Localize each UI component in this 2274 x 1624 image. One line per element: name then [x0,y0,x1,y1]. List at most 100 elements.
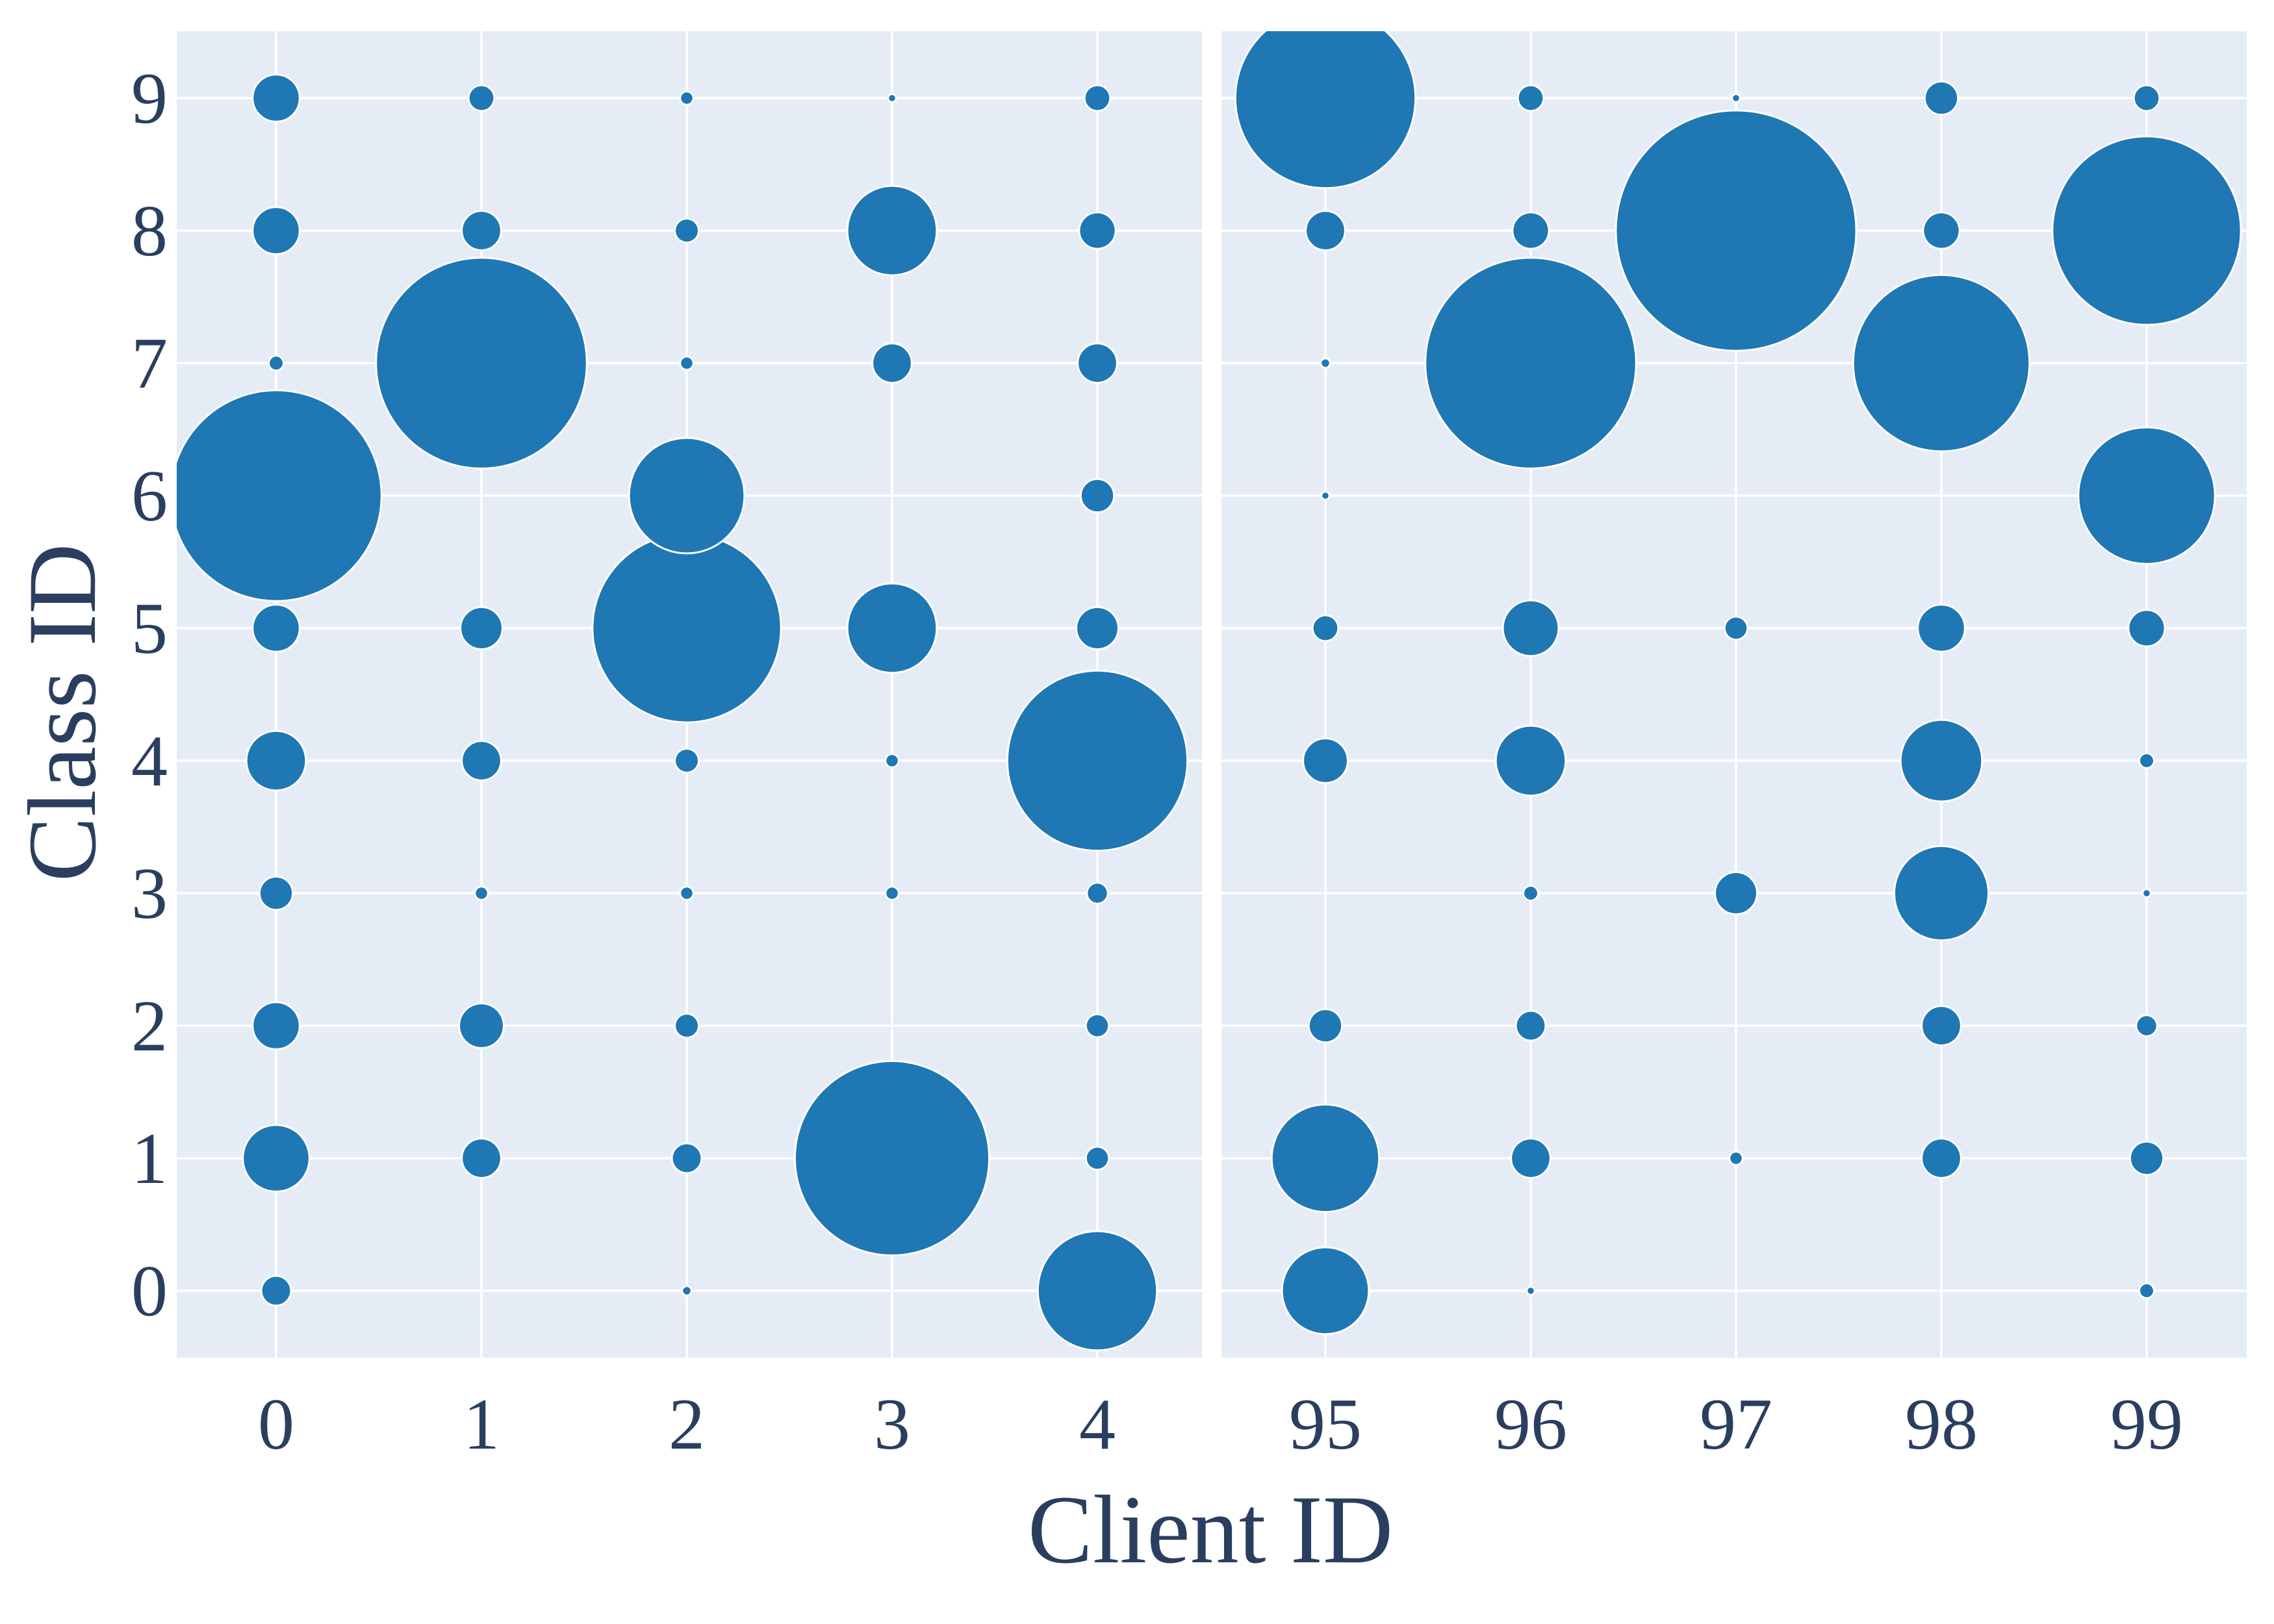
panel-1 [177,31,1202,1358]
bubble-point [467,84,496,112]
bubble-point [1893,844,1990,942]
bubble-point [2138,1282,2155,1299]
y-tick-label: 2 [131,986,168,1067]
bubble-point [1510,1137,1552,1179]
bubble-point [251,1001,301,1050]
x-tick-labels: 0 1 2 3 4 95 96 97 98 99 [258,1384,2183,1465]
y-tick-label: 0 [131,1251,168,1332]
bubble-point [793,1059,991,1257]
x-tick-label: 96 [1494,1384,1567,1465]
bubble-point [2077,426,2216,565]
bubble-point [1522,885,1539,902]
bubble-point [1302,737,1349,784]
bubble-point [679,355,695,371]
bubble-point [1075,606,1119,650]
bubble-point [1006,669,1189,852]
x-tick-label: 4 [1079,1384,1116,1465]
x-tick-label: 0 [258,1384,294,1465]
bubble-point [1083,84,1112,112]
bubble-point [1320,490,1331,501]
y-tick-label: 7 [131,324,168,404]
bubble-point [1079,477,1116,514]
bubble-point [1501,599,1560,657]
bubble-point [679,90,695,106]
x-tick-label: 98 [1905,1384,1978,1465]
y-tick-label: 4 [131,721,168,802]
bubble-point [2132,84,2161,112]
bubbles [177,73,1189,1352]
bubble-point [1923,80,1960,116]
bubble-point [679,885,695,901]
bubble-point [461,1137,502,1179]
bubble-point [884,753,900,768]
bubble-point [1922,211,1961,250]
bubble-point [871,342,913,384]
bubble-point [1514,1009,1547,1042]
bubble-point [1077,342,1118,384]
bubble-point [1516,84,1545,112]
bubble-point [1320,357,1331,369]
y-tick-label: 6 [131,456,168,537]
y-tick-label: 3 [131,854,168,934]
bubble-point [2141,888,2152,898]
bubble-point [1307,1008,1344,1044]
bubble-point [2051,135,2242,326]
bubble-point [260,1275,292,1307]
y-tick-label: 8 [131,191,168,272]
bubble-point [242,1124,311,1193]
bubble-point [1084,1013,1110,1039]
bubble-point [461,740,502,781]
x-tick-label: 97 [1700,1384,1772,1465]
bubble-point [251,73,301,123]
bubble-point [1305,210,1346,251]
panels-layer [177,31,2247,1358]
bubble-point [1526,1286,1536,1296]
panel-2 [1221,31,2247,1358]
bubble-point [1921,1137,1962,1179]
bubble-point [671,1142,703,1174]
bubble-point [674,748,700,774]
x-axis-title: Client ID [1028,1476,1393,1584]
bubble-point [2128,1140,2165,1176]
bubble-point [1036,1230,1158,1352]
bubble-point [628,437,746,555]
bubble-point [674,1013,700,1039]
y-tick-label: 5 [131,589,168,669]
bubble-point [458,1002,505,1049]
bubble-point [1899,718,1984,803]
bubble-point [474,885,489,901]
bubble-point [1084,1145,1110,1171]
bubble-point [245,730,307,792]
bubble-point [1281,1246,1370,1336]
bubble-point [887,93,897,103]
bubble-point [1615,109,1858,352]
bubble-point [2127,609,2166,648]
bubble-point [258,875,294,911]
bubble-point [1086,882,1109,905]
bubbles [1234,31,2242,1336]
x-tick-label: 99 [2110,1384,2183,1465]
bubble-point [177,389,383,602]
bubble-point [846,582,938,674]
bubble-point [846,184,938,277]
bubble-point [1921,1005,1962,1047]
x-tick-label: 2 [669,1384,705,1465]
x-tick-label: 3 [874,1384,910,1465]
y-tick-label: 1 [131,1119,168,1199]
bubble-point [1311,614,1340,642]
bubble-point [1424,257,1637,470]
bubble-point [674,218,700,244]
y-tick-labels: 0 1 2 3 4 5 6 7 8 9 [131,58,168,1332]
bubble-point [2135,1014,2158,1037]
bubble-point [459,606,504,650]
bubble-point [1078,211,1117,250]
bubble-point [1917,603,1966,653]
bubble-point [1270,1103,1381,1213]
bubble-point [1731,93,1741,103]
bubble-point [1728,1150,1744,1166]
bubble-point [1852,273,2031,453]
x-tick-label: 1 [463,1384,500,1465]
bubble-point [268,355,285,372]
bubble-point [1723,615,1749,641]
